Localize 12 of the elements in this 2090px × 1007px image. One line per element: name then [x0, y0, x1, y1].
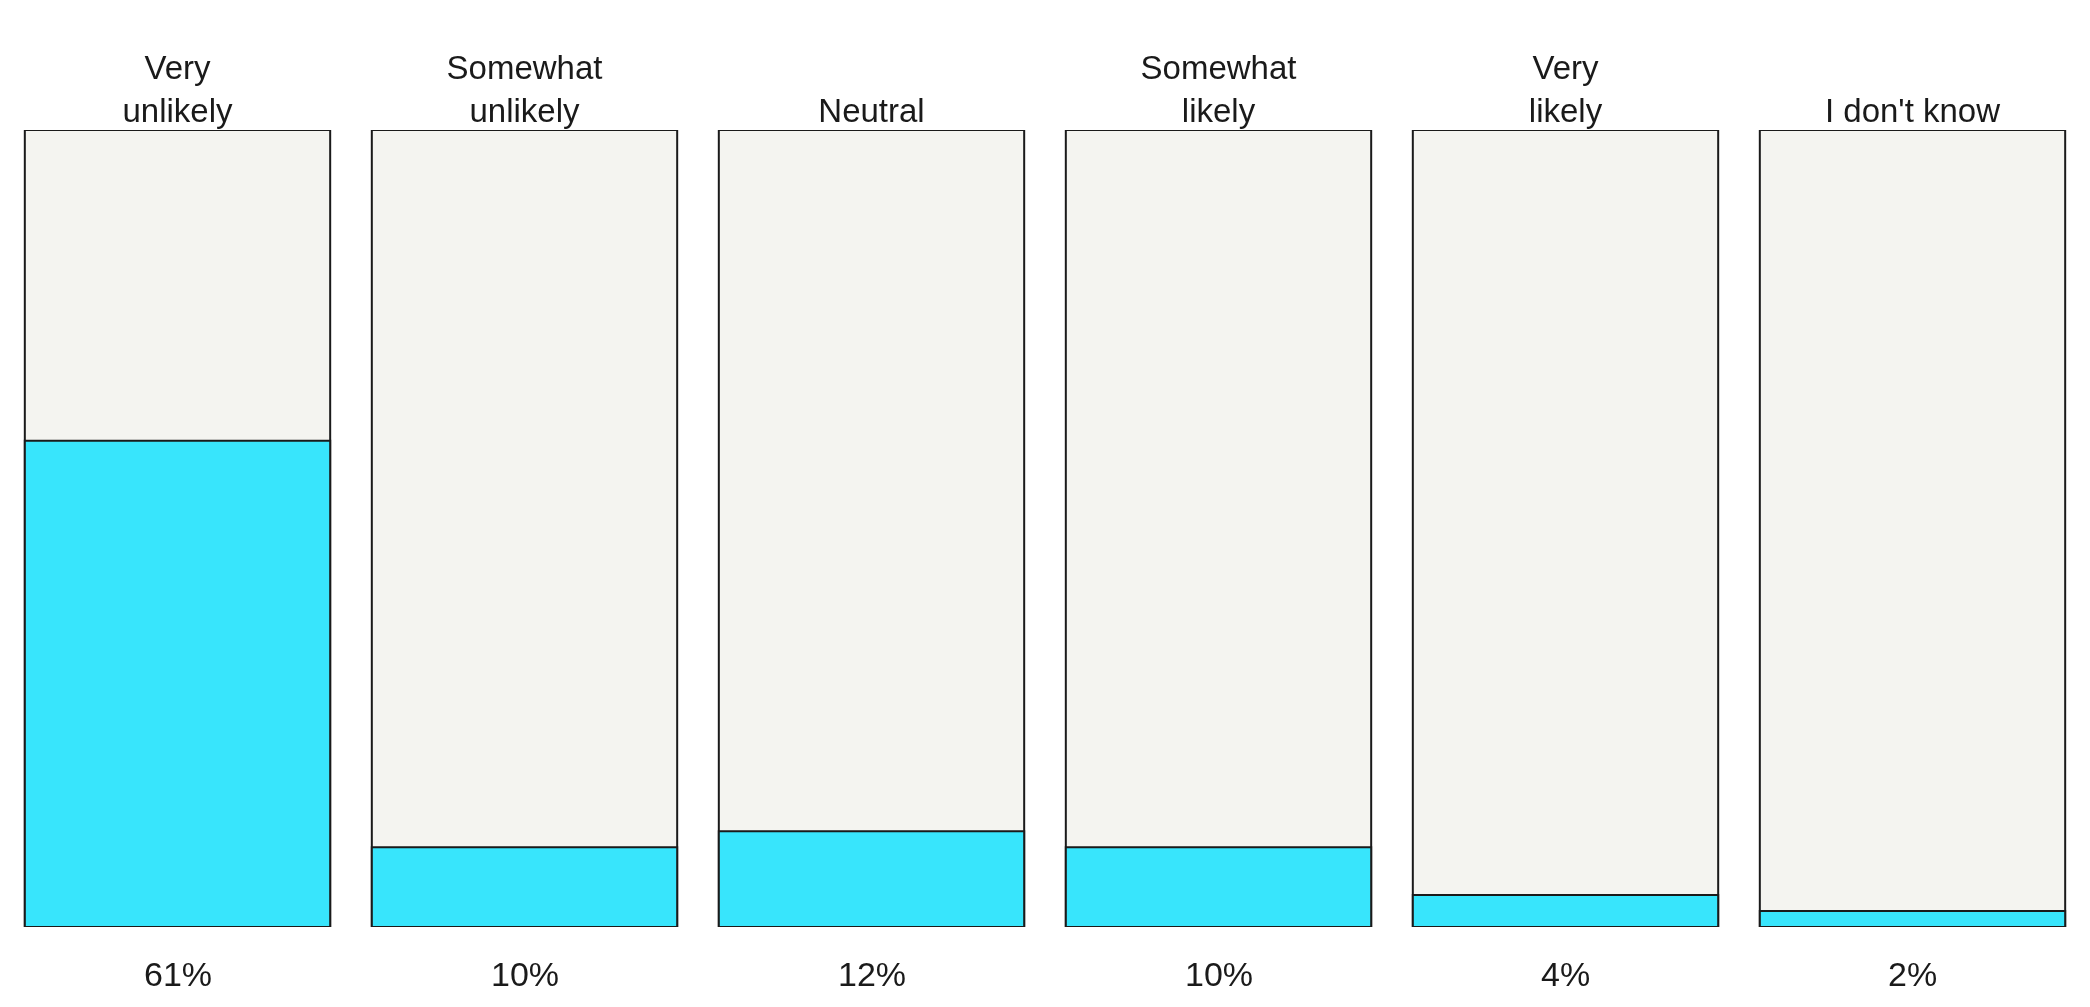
data-label: 10%	[1185, 955, 1254, 993]
x-tick-label: Somewhat likely	[1140, 49, 1297, 130]
data-label: 4%	[1541, 955, 1591, 993]
data-label: 2%	[1888, 955, 1938, 993]
x-tick-label: Very likely	[1528, 49, 1603, 130]
data-label: 10%	[491, 955, 560, 993]
x-tick-label: Neutral	[818, 92, 925, 130]
x-tick-label: Somewhat unlikely	[446, 49, 603, 130]
x-tick-label: Very unlikely	[122, 49, 234, 130]
data-label: 61%	[144, 955, 213, 993]
data-label: 12%	[838, 955, 907, 993]
x-tick-label: I don't know	[1824, 92, 2001, 130]
